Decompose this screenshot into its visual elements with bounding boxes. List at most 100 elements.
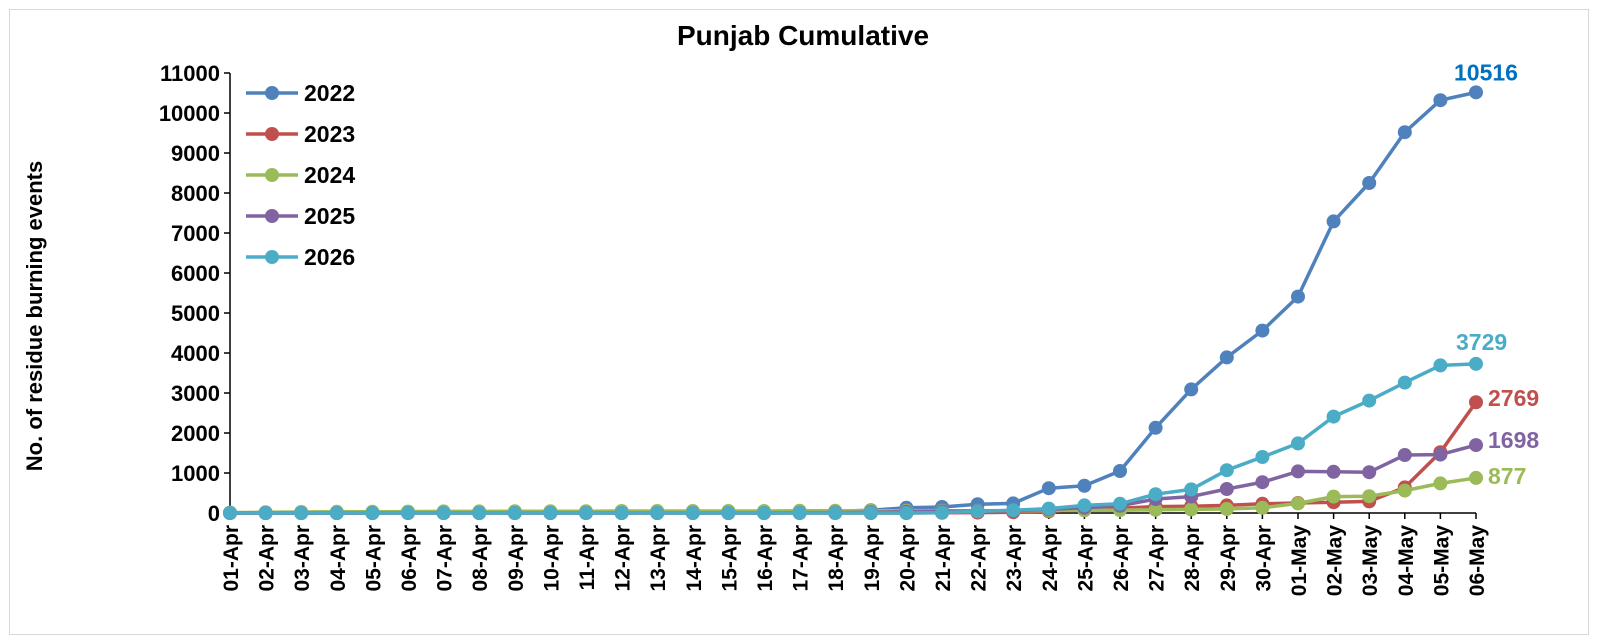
data-point-2022 [1469,85,1483,100]
data-point-2026 [1077,498,1092,513]
legend-marker [265,250,279,264]
data-point-2022 [1148,420,1163,435]
x-tick-label: 25-Apr [1074,525,1097,592]
x-tick-label: 24-Apr [1039,525,1062,592]
data-point-2026 [1397,375,1412,390]
x-tick-label: 20-Apr [896,525,919,592]
data-point-2026 [1469,356,1483,371]
x-tick-label: 05-May [1430,525,1453,597]
x-tick-label: 05-Apr [362,525,385,592]
x-tick-label: 11-Apr [576,525,599,590]
legend-item-2024: 2024 [246,162,355,188]
legend-marker [265,86,279,100]
legend: 2022 2023 2024 2025 2026 [246,80,355,270]
data-point-2022 [1433,93,1448,108]
x-tick-label: 06-May [1466,525,1489,597]
data-point-2026 [1006,503,1021,518]
x-tick-label: 26-Apr [1110,525,1133,592]
x-tick-label: 08-Apr [469,525,492,592]
data-point-2024 [1219,502,1234,516]
data-point-2026 [970,504,985,519]
end-label-2025: 1698 [1488,427,1539,453]
x-tick-label: 27-Apr [1146,525,1169,592]
data-point-2026 [436,506,451,520]
y-tick-label: 9000 [171,141,220,166]
data-point-2022 [1219,350,1234,365]
legend-item-2023: 2023 [246,121,355,147]
x-tick-label: 09-Apr [505,525,528,592]
data-point-2026 [1291,436,1305,451]
data-point-2024 [1184,502,1199,517]
data-point-2025 [1362,465,1377,480]
data-point-2025 [1397,448,1412,462]
data-point-2024 [1291,496,1305,511]
data-point-2024 [1397,483,1412,498]
y-tick-label: 4000 [171,341,220,366]
data-point-2025 [1291,464,1305,479]
data-point-2026 [472,506,487,520]
y-tick-label: 7000 [171,221,220,246]
x-tick-label: 28-Apr [1181,525,1204,592]
legend-item-2026: 2026 [246,244,355,270]
data-point-2026 [757,506,771,520]
data-point-2022 [1041,481,1056,496]
x-tick-label: 02-May [1324,525,1347,597]
x-tick-label: 29-Apr [1217,525,1240,592]
y-tick-label: 11000 [160,61,220,86]
x-tick-label: 13-Apr [647,525,670,592]
y-tick-label: 0 [208,501,220,526]
x-tick-label: 19-Apr [861,525,884,592]
data-point-2026 [650,506,665,520]
data-point-2024 [1469,470,1483,485]
x-tick-label: 01-May [1288,525,1311,597]
x-tick-label: 14-Apr [683,525,706,592]
data-point-2025 [1219,482,1234,496]
data-point-2026 [1148,487,1163,502]
data-point-2026 [899,506,914,520]
y-axis-label: No. of residue burning events [22,161,47,471]
data-point-2025 [1326,464,1341,479]
series-line-2026 [230,362,1477,515]
data-point-2026 [579,506,593,520]
x-tick-label: 15-Apr [718,525,741,592]
data-point-2026 [1184,482,1199,497]
legend-label: 2025 [304,203,355,229]
x-tick-label: 03-May [1359,525,1382,597]
x-tick-label: 04-May [1395,525,1418,597]
legend-item-2022: 2022 [246,80,355,106]
series-line-2022 [230,90,1477,515]
legend-item-2025: 2025 [246,203,355,229]
data-point-2022 [1113,464,1127,478]
data-point-2023 [1469,395,1483,410]
x-tick-label: 06-Apr [398,525,421,592]
legend-label: 2023 [304,121,355,147]
data-point-2022 [1184,382,1199,397]
series-line-2024 [229,476,1477,515]
legend-label: 2022 [304,80,355,106]
data-point-2025 [1255,475,1270,490]
data-point-2026 [507,506,522,520]
series-layer [223,85,1483,520]
data-point-2024 [1255,500,1270,515]
legend-marker [265,209,279,223]
y-tick-label: 10000 [159,101,220,126]
chart-frame [9,9,1589,635]
data-point-2022 [1397,125,1412,140]
data-point-2024 [1326,489,1341,504]
y-tick-label: 3000 [171,381,220,406]
data-point-2022 [1326,214,1341,229]
x-tick-label: 21-Apr [932,525,955,592]
x-tick-label: 18-Apr [825,525,848,592]
end-labels: 10516 2769 877 1698 3729 [1454,59,1539,489]
data-point-2025 [1469,438,1483,453]
data-point-2026 [863,506,878,520]
x-tick-label: 03-Apr [291,525,314,592]
data-point-2026 [792,506,807,520]
data-point-2026 [1113,496,1127,511]
data-point-2022 [1362,176,1377,190]
x-tick-label: 30-Apr [1252,525,1275,592]
x-tick-label: 12-Apr [612,525,635,592]
chart-title: Punjab Cumulative [677,20,929,51]
